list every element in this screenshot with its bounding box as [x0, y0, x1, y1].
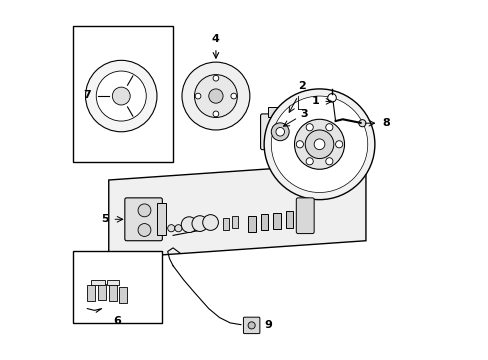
Circle shape [85, 60, 157, 132]
Circle shape [305, 124, 313, 131]
Circle shape [112, 87, 130, 105]
Circle shape [305, 158, 313, 165]
Bar [260, 214, 268, 230]
Text: 1: 1 [311, 96, 319, 107]
Circle shape [294, 119, 344, 169]
FancyBboxPatch shape [260, 114, 299, 150]
Circle shape [138, 204, 151, 217]
Bar [98, 284, 106, 300]
Circle shape [213, 111, 218, 117]
Text: 6: 6 [114, 316, 122, 326]
Circle shape [192, 216, 207, 231]
Circle shape [167, 225, 175, 232]
Circle shape [335, 141, 342, 148]
Bar [272, 213, 281, 229]
Bar [267, 107, 292, 117]
Text: 8: 8 [381, 118, 389, 128]
Circle shape [358, 120, 365, 127]
Circle shape [325, 158, 332, 165]
Circle shape [296, 141, 303, 148]
Bar [91, 280, 105, 285]
Circle shape [271, 96, 367, 193]
Circle shape [271, 123, 288, 141]
FancyBboxPatch shape [124, 198, 162, 241]
Text: 3: 3 [299, 109, 307, 119]
Circle shape [181, 217, 197, 233]
Text: 4: 4 [212, 34, 220, 44]
Circle shape [247, 322, 255, 329]
Circle shape [230, 93, 236, 99]
Bar [73, 251, 162, 323]
Bar [231, 216, 238, 228]
Circle shape [175, 225, 182, 232]
Circle shape [138, 224, 151, 237]
Text: 2: 2 [297, 81, 305, 91]
Text: 7: 7 [83, 90, 91, 100]
Circle shape [213, 75, 218, 81]
Bar [107, 280, 119, 285]
Polygon shape [108, 162, 365, 258]
FancyBboxPatch shape [243, 317, 259, 334]
Bar [223, 217, 229, 230]
Circle shape [195, 93, 201, 99]
Circle shape [182, 62, 249, 130]
Circle shape [96, 71, 146, 121]
Circle shape [313, 139, 324, 150]
Bar [108, 285, 116, 301]
Circle shape [264, 89, 374, 200]
FancyBboxPatch shape [296, 198, 313, 234]
Circle shape [305, 130, 333, 158]
Circle shape [325, 124, 332, 131]
Bar [73, 26, 173, 162]
Bar [87, 285, 95, 301]
Bar [247, 216, 255, 232]
Bar [285, 211, 293, 228]
Bar [119, 287, 127, 303]
Circle shape [327, 94, 336, 102]
Circle shape [275, 127, 284, 136]
Text: 5: 5 [101, 214, 108, 224]
Bar [157, 203, 165, 235]
Circle shape [208, 89, 223, 103]
Circle shape [194, 75, 237, 117]
Text: 9: 9 [264, 320, 271, 330]
Circle shape [203, 215, 218, 230]
